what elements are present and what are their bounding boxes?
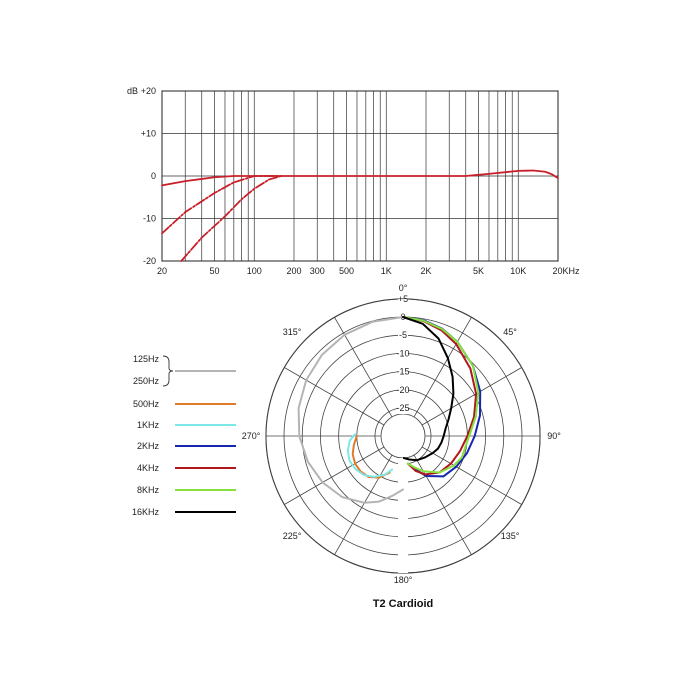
legend-label: 2KHz — [137, 441, 160, 451]
plot-frame — [161, 90, 559, 262]
legend-brace — [162, 355, 174, 387]
response-curve-1 — [161, 169, 559, 187]
radial-tick-label: -15 — [396, 367, 409, 377]
polar-chart-title: T2 Cardioid — [373, 598, 434, 610]
polar-pattern-chart: +50-5-10-15-20-250°45°90°135°180°225°270… — [242, 283, 562, 585]
frequency-response-chart: +20 +10 0 -10 -20 dB 20 50 100 200 300 500 1K 2K 5K 10K… — [127, 86, 580, 276]
y-tick-label: 0 — [151, 171, 156, 181]
legend-label: 250Hz — [133, 376, 160, 386]
x-tick-label: 20KHz — [552, 266, 580, 276]
polar-spoke — [334, 454, 393, 555]
x-tick-label: 50 — [210, 266, 220, 276]
polar-spoke — [413, 317, 472, 418]
polar-spoke — [334, 317, 393, 418]
x-tick-label: 100 — [247, 266, 262, 276]
polar-curve-8khz — [402, 316, 480, 474]
angle-label: 270° — [242, 431, 261, 441]
legend-label: 125Hz — [133, 354, 160, 364]
angle-label: 180° — [394, 575, 413, 585]
polar-spoke — [284, 446, 385, 505]
y-tick-label: -20 — [143, 256, 156, 266]
polar-curve-16khz — [402, 316, 455, 462]
angle-label: 315° — [283, 327, 302, 337]
polar-ring — [265, 298, 541, 574]
response-curve-3 — [180, 175, 283, 262]
radial-tick-label: -5 — [399, 330, 407, 340]
polar-curve-4khz — [402, 316, 478, 476]
rear-gap — [398, 458, 408, 573]
radial-tick-label: -25 — [396, 403, 409, 413]
legend-label: 1KHz — [137, 420, 160, 430]
y-unit-label: dB — [127, 86, 138, 96]
angle-label: 45° — [503, 327, 517, 337]
y-tick-label: +20 — [141, 86, 156, 96]
legend-label: 500Hz — [133, 399, 160, 409]
x-tick-label: 20 — [157, 266, 167, 276]
angle-label: 135° — [501, 531, 520, 541]
x-tick-label: 2K — [420, 266, 431, 276]
legend-label: 8KHz — [137, 485, 160, 495]
legend-label: 16KHz — [132, 507, 160, 517]
polar-legend: 125Hz 250Hz 500Hz 1KHz 2KHz 4KHz 8KHz 16KHz — [132, 354, 236, 517]
y-tick-label: -10 — [143, 214, 156, 224]
x-tick-label: 5K — [473, 266, 484, 276]
radial-label-gap — [398, 299, 408, 414]
x-tick-label: 1K — [381, 266, 392, 276]
polar-curve-500hz — [351, 435, 391, 479]
x-tick-label: 200 — [286, 266, 301, 276]
polar-spoke — [421, 446, 522, 505]
polar-spoke — [284, 367, 385, 426]
radial-tick-label: -10 — [396, 348, 409, 358]
x-tick-label: 500 — [339, 266, 354, 276]
response-curve-2 — [161, 175, 279, 235]
radial-tick-label: +5 — [398, 294, 408, 304]
polar-center-circle — [380, 413, 426, 459]
radial-tick-label: -20 — [396, 385, 409, 395]
polar-curve-125hz-250hz — [297, 316, 404, 504]
x-tick-label: 300 — [310, 266, 325, 276]
angle-label: 0° — [399, 283, 408, 293]
angle-label: 90° — [547, 431, 561, 441]
angle-label: 225° — [283, 531, 302, 541]
y-tick-label: +10 — [141, 129, 156, 139]
polar-curve-1khz — [346, 433, 394, 478]
polar-spoke — [421, 367, 522, 426]
x-tick-label: 10K — [510, 266, 526, 276]
legend-label: 4KHz — [137, 463, 160, 473]
